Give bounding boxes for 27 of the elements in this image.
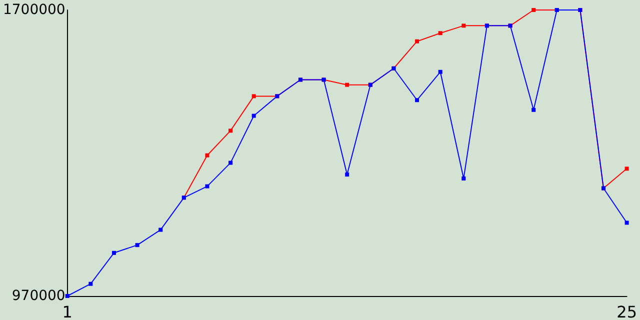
point xyxy=(205,184,210,188)
point xyxy=(415,39,420,44)
point xyxy=(228,128,233,133)
y-tick-label: 970000 xyxy=(12,288,66,304)
point xyxy=(88,282,93,286)
point xyxy=(462,24,466,28)
point xyxy=(532,108,536,112)
point xyxy=(135,243,140,248)
point xyxy=(624,166,629,171)
point xyxy=(345,82,350,87)
point xyxy=(624,220,629,225)
point xyxy=(228,160,233,165)
point xyxy=(462,176,466,180)
point xyxy=(415,98,420,102)
point xyxy=(65,294,70,298)
point xyxy=(345,172,350,177)
point xyxy=(438,31,442,36)
point xyxy=(112,250,116,255)
x-tick-label: 1 xyxy=(62,302,72,320)
point xyxy=(158,228,163,232)
point xyxy=(205,153,210,158)
point xyxy=(438,70,442,74)
point xyxy=(252,94,256,98)
x-tick-label: 25 xyxy=(616,302,637,320)
y-tick-label: 1700000 xyxy=(2,2,66,18)
point xyxy=(532,8,536,12)
point xyxy=(252,114,256,118)
